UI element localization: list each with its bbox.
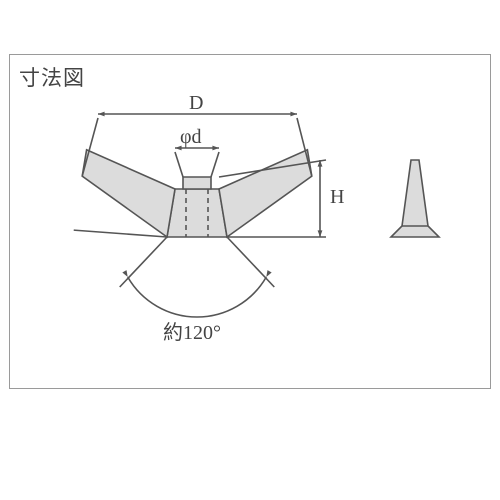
label-phi-d: φd <box>180 126 202 149</box>
diagram-canvas: 寸法図 D φd H 約120° <box>0 0 500 500</box>
diagram-svg <box>0 0 500 500</box>
label-angle: 約120° <box>163 316 221 345</box>
label-D: D <box>189 92 203 115</box>
label-H: H <box>330 186 344 209</box>
